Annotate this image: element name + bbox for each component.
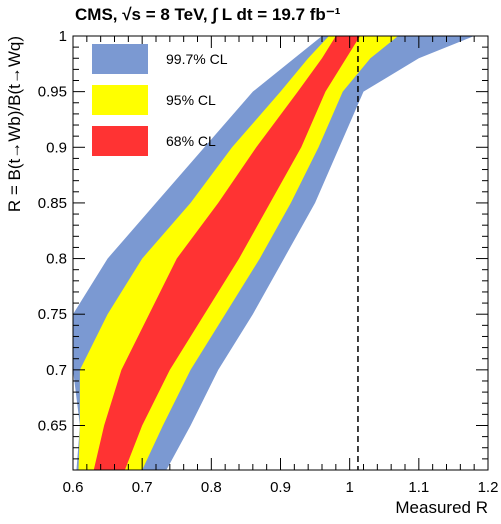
x-tick-label: 0.6 bbox=[63, 479, 84, 496]
x-tick-label: 0.7 bbox=[132, 479, 153, 496]
y-tick-label: 0.9 bbox=[46, 139, 67, 156]
legend-swatch bbox=[92, 44, 148, 74]
legend-label: 95% CL bbox=[166, 92, 216, 108]
legend-swatch bbox=[92, 126, 148, 156]
y-tick-label: 0.95 bbox=[38, 84, 67, 101]
confidence-bands bbox=[73, 36, 475, 470]
x-axis-ticks: 0.6 0.7 0.8 0.9 1 1.1 1.2 bbox=[63, 36, 499, 496]
x-tick-label: 0.9 bbox=[270, 479, 291, 496]
y-tick-label: 0.85 bbox=[38, 195, 67, 212]
y-tick-label: 0.75 bbox=[38, 306, 67, 323]
legend-label: 68% CL bbox=[166, 133, 216, 149]
x-tick-label: 1 bbox=[345, 479, 353, 496]
x-axis-title: Measured R bbox=[395, 498, 488, 517]
band-3 bbox=[93, 36, 361, 470]
y-tick-label: 1 bbox=[59, 28, 67, 45]
legend-swatch bbox=[92, 85, 148, 115]
y-tick-label: 0.65 bbox=[38, 417, 67, 434]
x-tick-label: 1.1 bbox=[408, 479, 429, 496]
x-tick-label: 1.2 bbox=[478, 479, 499, 496]
y-tick-label: 0.8 bbox=[46, 251, 67, 268]
legend-label: 99.7% CL bbox=[166, 51, 228, 67]
y-axis-title: R = B(t→Wb)/B(t→Wq) bbox=[5, 36, 24, 212]
x-tick-label: 0.8 bbox=[201, 479, 222, 496]
y-tick-label: 0.7 bbox=[46, 362, 67, 379]
chart-title: CMS, √s = 8 TeV, ∫ L dt = 19.7 fb⁻¹ bbox=[75, 5, 341, 24]
legend: 99.7% CL 95% CL 68% CL bbox=[92, 44, 228, 156]
y-axis-ticks: 0.65 0.7 0.75 0.8 0.85 0.9 0.95 1 bbox=[38, 28, 488, 471]
